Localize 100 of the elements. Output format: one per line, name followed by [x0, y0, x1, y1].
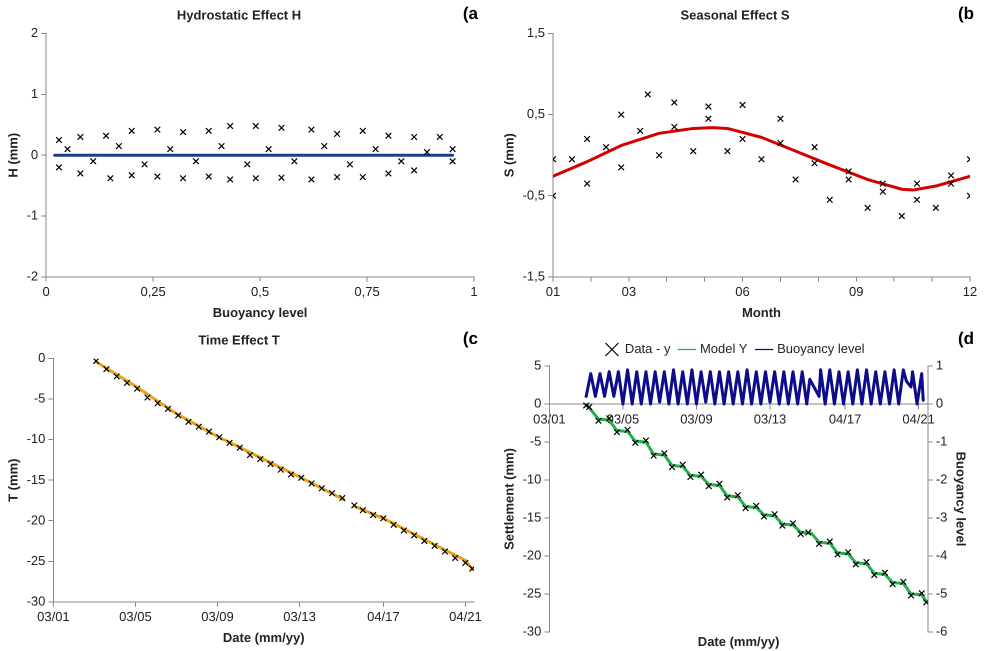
point: [244, 160, 251, 168]
legend-label: Model Y: [700, 341, 748, 356]
point: [777, 115, 784, 122]
point: [308, 176, 315, 183]
y2-tick-label: 1: [936, 358, 944, 373]
x-tick-label: 03/13: [283, 609, 316, 624]
point: [900, 578, 907, 586]
chart-title: Time Effect T: [198, 332, 280, 348]
point: [908, 592, 914, 599]
point: [436, 134, 444, 140]
x-tick-label: 04/21: [902, 411, 935, 426]
y-tick-label: -5: [34, 390, 46, 406]
point: [102, 132, 110, 140]
y-tick-label: -30: [26, 593, 46, 608]
y2-tick-label: -1: [936, 434, 948, 449]
point: [385, 170, 392, 177]
point: [816, 540, 822, 548]
y-tick-label: -2: [26, 268, 38, 284]
y-tick-label: -15: [26, 472, 46, 487]
point: [797, 530, 804, 538]
y-tick-label: -0,5: [522, 187, 545, 202]
point: [246, 452, 254, 458]
point: [252, 174, 260, 182]
point: [164, 405, 172, 412]
point: [410, 532, 418, 539]
point: [679, 461, 686, 468]
point: [154, 126, 161, 134]
x-tick-label: 03/01: [533, 411, 566, 426]
x-tick-label: 04/21: [449, 609, 482, 624]
point: [206, 428, 212, 435]
y-tick-label: 0,5: [526, 106, 545, 122]
point: [826, 196, 834, 204]
point: [811, 160, 818, 167]
point: [141, 160, 148, 168]
point: [724, 494, 731, 501]
x-tick-label: 03: [622, 284, 636, 300]
point: [698, 471, 705, 478]
x-tick-label: 06: [735, 284, 750, 300]
point: [778, 522, 786, 530]
point: [320, 142, 328, 150]
x-tick-label: 1: [470, 284, 478, 300]
point: [424, 148, 430, 156]
point: [350, 502, 358, 509]
point: [852, 560, 860, 568]
text: (a: [462, 4, 479, 24]
point: [134, 385, 141, 392]
y-tick-label: 2: [30, 25, 38, 40]
point: [734, 492, 742, 499]
chart-title: Hydrostatic Effect H: [176, 7, 302, 22]
point: [154, 400, 162, 407]
point: [584, 136, 591, 142]
y-tick-label: -10: [522, 472, 542, 487]
y-tick-label: -5: [530, 434, 542, 449]
point: [174, 412, 182, 419]
point: [195, 423, 202, 430]
point: [252, 122, 260, 130]
point: [185, 418, 192, 426]
point: [777, 140, 784, 146]
point: [758, 156, 765, 163]
point: [584, 180, 591, 187]
legend-label: Buoyancy level: [777, 341, 865, 356]
point: [128, 127, 136, 134]
point: [113, 373, 120, 380]
point: [742, 504, 749, 512]
x-tick-label: 0,75: [354, 284, 380, 300]
y2-tick-label: -2: [936, 472, 948, 487]
point: [792, 176, 800, 183]
point: [449, 158, 456, 165]
y-tick-label: 0: [30, 146, 38, 162]
x-tick-label: 03/01: [37, 609, 70, 624]
y2-axis-title: Buoyancy level: [954, 452, 969, 546]
point: [636, 127, 644, 134]
point: [420, 538, 428, 544]
point: [115, 142, 122, 150]
y2-tick-label: -4: [936, 548, 948, 563]
point: [739, 136, 746, 142]
point: [346, 160, 354, 168]
point: [881, 569, 888, 576]
point: [889, 580, 896, 588]
point: [278, 124, 285, 132]
point: [144, 394, 151, 401]
point: [410, 166, 418, 174]
point: [410, 134, 418, 140]
y-tick-label: -20: [26, 512, 46, 528]
y-tick-label: 1,5: [526, 25, 545, 40]
point: [288, 471, 295, 478]
point: [106, 174, 114, 182]
point: [56, 136, 62, 144]
point: [716, 480, 723, 488]
point: [226, 176, 234, 183]
point: [462, 559, 469, 566]
chart-title: Seasonal Effect S: [680, 7, 790, 22]
point: [328, 490, 336, 497]
point: [686, 474, 694, 480]
point: [632, 439, 639, 446]
legend-label: Data - y: [624, 341, 671, 356]
point: [660, 450, 668, 457]
point: [372, 146, 380, 153]
x-tick-label: 03/09: [201, 609, 234, 624]
y2-tick-label: 0: [936, 396, 944, 411]
